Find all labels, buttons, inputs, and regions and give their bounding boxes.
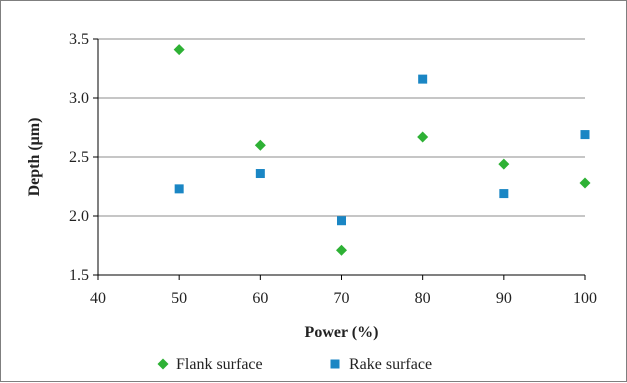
y-tick-label-4: 3.5 [69,31,89,48]
x-tick-label-6: 100 [573,290,597,307]
x-tick-label-4: 80 [415,290,431,307]
point-flank-3 [417,131,429,143]
point-rake-0 [174,184,184,194]
x-axis-title: Power (%) [305,324,379,341]
point-rake-5 [580,130,590,140]
y-tick-label-2: 2.5 [69,149,89,166]
legend-label-flank: Flank surface [176,356,263,373]
data-points [173,44,591,256]
legend-marker-flank [157,358,169,370]
point-rake-2 [337,216,346,226]
y-tick-label-1: 2.0 [69,208,89,225]
y-tick-label-3: 3.0 [69,90,89,107]
point-rake-3 [418,74,428,84]
point-flank-5 [579,177,591,189]
x-tick-label-5: 90 [496,290,512,307]
gridlines [98,38,585,217]
point-flank-1 [254,139,266,151]
x-tick-label-1: 50 [171,290,187,307]
axes [93,38,586,280]
y-axis-title: Depth (μm) [26,118,43,197]
x-tick-label-3: 70 [334,290,350,307]
point-flank-0 [173,44,185,56]
legend-marker-rake [330,359,340,369]
point-rake-4 [499,189,509,199]
legend-label-rake: Rake surface [349,356,432,373]
point-flank-2 [336,244,347,256]
x-tick-label-0: 40 [90,290,106,307]
legend: Flank surface Rake surface [157,356,432,373]
point-rake-1 [255,169,265,179]
x-tick-label-2: 60 [252,290,268,307]
y-tick-label-0: 1.5 [69,267,89,284]
point-flank-4 [498,158,510,170]
tick-labels: 1.5 2.0 2.5 3.0 3.5 40 50 60 70 80 90 100 [69,31,597,307]
